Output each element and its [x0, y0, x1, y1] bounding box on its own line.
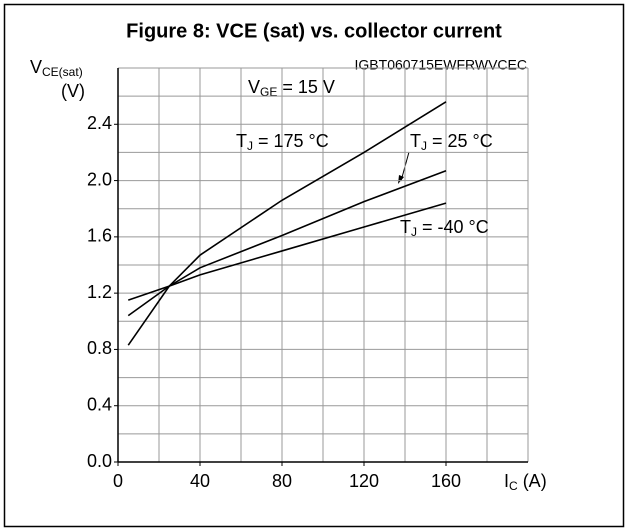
- series-label-main: T: [410, 131, 421, 151]
- x-axis-label: IC (A): [504, 471, 547, 493]
- y-tick-label: 1.2: [87, 282, 112, 302]
- y-label-main: V: [30, 57, 42, 77]
- x-label-main: I: [504, 471, 509, 491]
- series-label-main: T: [400, 217, 411, 237]
- x-tick-label: 160: [431, 471, 461, 491]
- x-tick-label: 0: [113, 471, 123, 491]
- x-label-sub: C: [509, 479, 518, 493]
- x-tick-label: 120: [349, 471, 379, 491]
- chart-title: Figure 8: VCE (sat) vs. collector curren…: [126, 20, 502, 42]
- y-axis-label: VCE(sat): [30, 57, 83, 79]
- y-tick-label: 1.6: [87, 226, 112, 246]
- series-line: [127, 101, 447, 346]
- y-label-sub: CE(sat): [42, 65, 83, 79]
- series-label-sub: J: [247, 139, 253, 153]
- arrow-head: [398, 175, 404, 184]
- series-label-rest: = -40 °C: [417, 217, 489, 237]
- series-label: TJ = -40 °C: [400, 217, 489, 239]
- series-label-rest: = 25 °C: [427, 131, 493, 151]
- series-label-rest: = 175 °C: [253, 131, 329, 151]
- y-tick-label: 0.8: [87, 338, 112, 358]
- annotation-rest: = 15 V: [277, 77, 335, 97]
- y-tick-label: 2.4: [87, 113, 112, 133]
- series-label-sub: J: [421, 139, 427, 153]
- series-label: TJ = 175 °C: [236, 131, 329, 153]
- y-axis-unit: (V): [61, 81, 85, 101]
- y-tick-label: 2.0: [87, 169, 112, 189]
- series-label-sub: J: [411, 225, 417, 239]
- code-label: IGBT060715EWFRWVCEC: [355, 57, 527, 73]
- y-tick-label: 0.0: [87, 451, 112, 471]
- x-tick-label: 80: [272, 471, 292, 491]
- series-label: TJ = 25 °C: [410, 131, 493, 153]
- x-label-unit: (A): [518, 471, 547, 491]
- x-tick-label: 40: [190, 471, 210, 491]
- series-line: [127, 169, 447, 317]
- series-line: [127, 202, 447, 301]
- y-tick-label: 0.4: [87, 394, 112, 414]
- annotation-sub: GE: [260, 85, 277, 99]
- annotation-main: V: [248, 77, 260, 97]
- series-label-main: T: [236, 131, 247, 151]
